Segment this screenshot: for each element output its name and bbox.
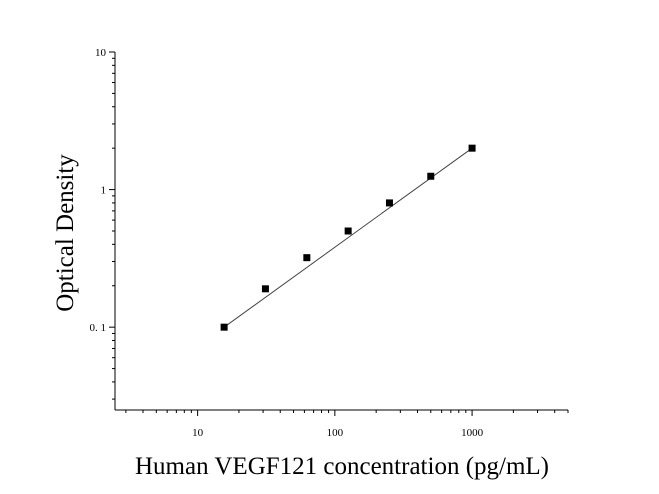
y-axis-label: Optical Density [52, 154, 79, 312]
axes [114, 52, 568, 411]
y-axis-ticks: 0. 1 1 10 [90, 47, 115, 400]
x-axis-ticks: 10 100 1000 [125, 410, 569, 439]
data-point [385, 199, 393, 207]
data-point [220, 323, 228, 331]
x-tick-label: 1000 [461, 427, 484, 439]
fit-curve [223, 147, 473, 328]
x-tick-label: 100 [327, 427, 344, 439]
y-tick-label: 0. 1 [90, 322, 107, 334]
y-tick-label: 1 [101, 185, 107, 197]
data-point [427, 172, 435, 180]
fit-line [223, 147, 473, 328]
x-axis-label: Human VEGF121 concentration (pg/mL) [135, 453, 549, 480]
x-tick-label: 10 [192, 427, 204, 439]
data-point [468, 144, 476, 152]
y-tick-label: 10 [95, 47, 107, 59]
data-points [220, 144, 476, 331]
data-point [303, 254, 311, 262]
data-point [261, 285, 269, 293]
data-point [344, 227, 352, 235]
